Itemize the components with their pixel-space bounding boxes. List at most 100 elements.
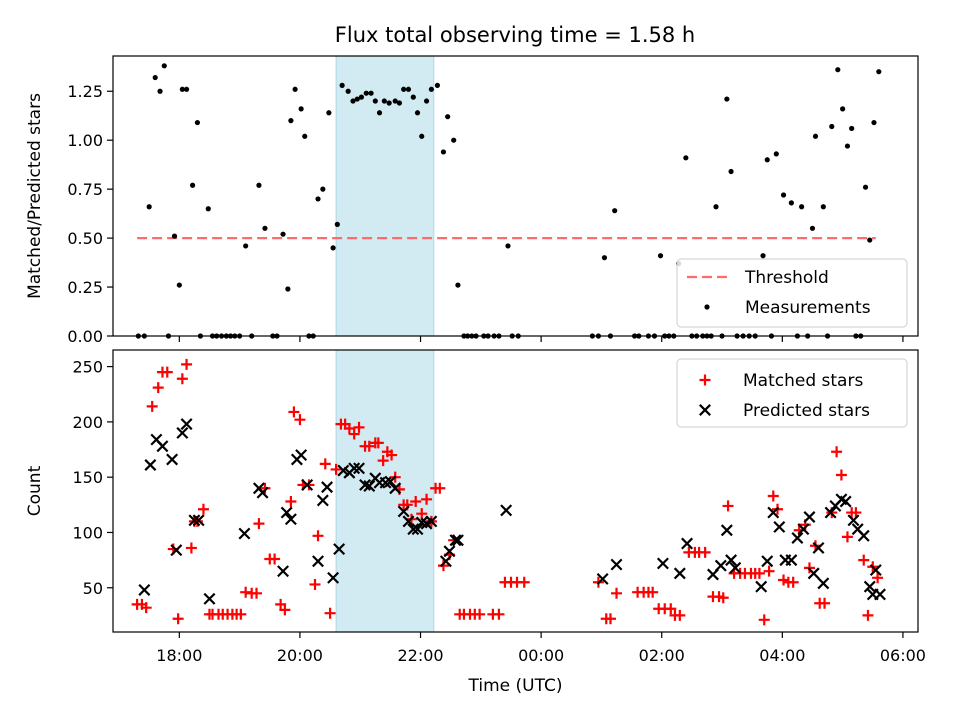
y-tick-label: 200 <box>72 413 103 432</box>
measurement-point <box>844 143 851 149</box>
predicted-star-point <box>824 506 837 519</box>
predicted-star-point <box>729 561 742 574</box>
legend-measurement-swatch <box>704 304 710 310</box>
matched-star-point <box>872 572 884 584</box>
predicted-star-point <box>720 524 733 537</box>
measurement-point <box>423 98 430 104</box>
measurement-point <box>179 86 185 92</box>
matched-star-point <box>377 455 389 467</box>
matched-star-point <box>665 603 677 615</box>
matched-star-point <box>251 587 263 599</box>
measurement-point <box>161 63 167 69</box>
predicted-star-point <box>407 523 420 536</box>
predicted-star-point <box>596 572 609 585</box>
y-tick-label: 150 <box>72 468 103 487</box>
measurement-point <box>326 110 332 116</box>
plot-frame <box>112 349 919 633</box>
measurement-point <box>451 137 457 143</box>
measurement-point <box>683 155 689 161</box>
predicted-star-point <box>238 527 251 540</box>
predicted-star-point <box>673 567 686 580</box>
predicted-star-point <box>500 504 513 517</box>
measurement-point <box>358 94 365 100</box>
matched-star-point <box>758 614 770 626</box>
matched-star-point <box>343 423 355 435</box>
predicted-star-point <box>353 462 365 475</box>
predicted-star-point <box>449 534 462 547</box>
matched-star-point <box>841 531 853 543</box>
matched-star-point <box>303 479 315 491</box>
matched-star-point <box>862 609 874 621</box>
measurement-point <box>262 225 268 231</box>
predicted-star-point <box>170 544 183 557</box>
predicted-star-point <box>327 571 340 584</box>
matched-star-point <box>363 440 375 452</box>
matched-star-point <box>288 406 300 418</box>
measurement-point <box>302 133 308 139</box>
predicted-star-point <box>443 545 456 558</box>
matched-star-point <box>416 508 428 520</box>
matched-star-point <box>309 578 321 590</box>
matched-star-point <box>312 530 324 542</box>
legend-predicted-swatch <box>699 404 711 416</box>
measurement-point <box>840 106 846 112</box>
measurement-point <box>189 182 196 188</box>
measurement-point <box>414 110 421 116</box>
predicted-star-point <box>277 565 290 578</box>
measurement-point <box>280 231 286 237</box>
measurement-point <box>171 233 178 239</box>
measurement-point <box>368 90 374 96</box>
measurement-point <box>339 82 345 88</box>
predicted-star-point <box>817 577 830 590</box>
predicted-star-point <box>439 555 452 568</box>
matched-star-point <box>181 358 193 370</box>
predicted-star-point <box>316 494 329 507</box>
measurement-point <box>713 204 719 210</box>
x-tick-label: 00:00 <box>518 646 564 665</box>
matched-star-point <box>831 446 843 458</box>
matched-star-point <box>279 604 291 616</box>
matched-star-point <box>259 482 271 494</box>
y-tick-label: 0.50 <box>67 229 103 248</box>
legend-label-threshold: Threshold <box>744 268 829 288</box>
legend-box <box>676 258 908 328</box>
measurement-point <box>376 110 383 116</box>
matched-star-point <box>285 496 297 508</box>
matched-star-point <box>493 608 505 620</box>
measurement-point <box>812 133 819 139</box>
predicted-star-point <box>256 486 269 499</box>
measurement-point <box>445 114 451 120</box>
predicted-star-point <box>610 558 623 571</box>
matched-star-point <box>722 500 734 512</box>
matched-star-point <box>372 437 384 449</box>
predicted-star-point <box>451 534 464 547</box>
measurement-point <box>334 221 340 227</box>
matched-star-point <box>240 586 252 598</box>
predicted-star-point <box>847 514 860 527</box>
predicted-star-point <box>874 588 886 601</box>
panel-count: 50 100 150 200 250 18:00 20:00 22:00 00:00 02:00… <box>25 349 926 696</box>
plot-frame <box>112 55 919 337</box>
measurement-point <box>440 149 447 155</box>
matched-star-point <box>140 602 152 614</box>
y-tick-label: 250 <box>72 358 103 377</box>
matched-star-point <box>753 567 765 579</box>
measurement-point <box>788 200 794 206</box>
measurement-point <box>194 119 201 126</box>
measurement-point <box>724 96 730 102</box>
measurement-point <box>760 253 766 259</box>
predicted-star-point <box>791 532 804 544</box>
predicted-star-point <box>312 555 324 568</box>
predicted-star-point <box>425 515 438 528</box>
predicted-star-point <box>176 426 189 439</box>
predicted-star-point <box>188 514 201 527</box>
x-tick-label: 22:00 <box>397 646 443 665</box>
matched-star-point <box>767 490 779 502</box>
predicted-star-point <box>144 459 157 471</box>
y-tick-label: 0.25 <box>67 278 103 297</box>
measurement-point <box>320 186 326 192</box>
matched-star-point <box>161 366 173 378</box>
measurement-point <box>292 86 298 92</box>
predicted-star-point <box>807 567 820 580</box>
measurement-point <box>315 196 321 202</box>
